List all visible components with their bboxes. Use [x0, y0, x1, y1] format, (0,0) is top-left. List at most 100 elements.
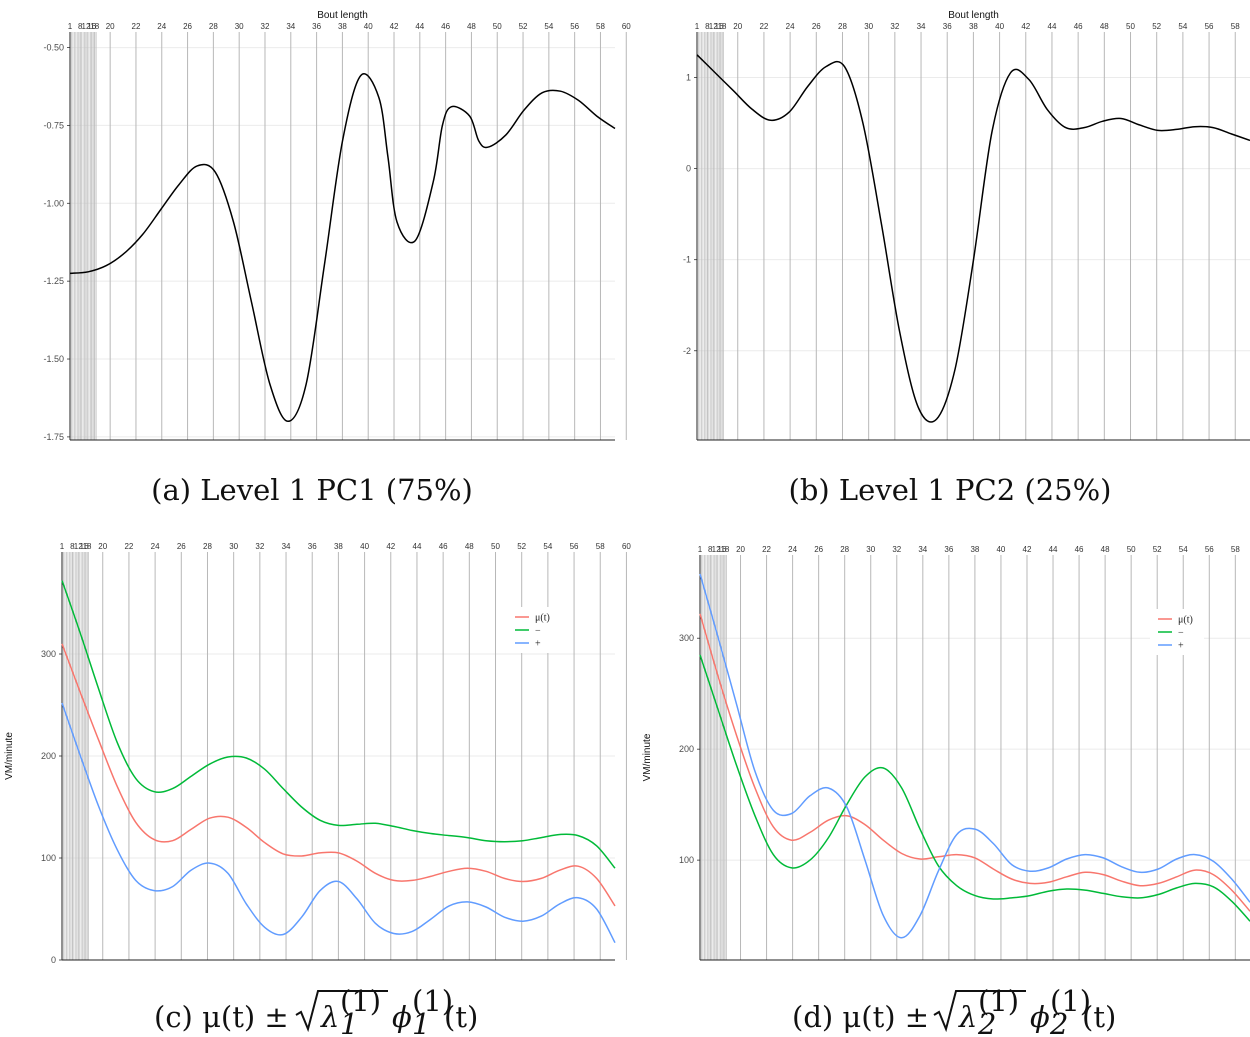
top-tick-label: 58: [596, 22, 605, 31]
legend-label: +: [1178, 641, 1184, 652]
top-tick-label: 40: [996, 545, 1005, 554]
y-tick-label: -2: [683, 346, 691, 356]
top-tick-label: 48: [1101, 545, 1110, 554]
top-tick-label: 46: [1075, 545, 1084, 554]
top-tick-label: 16: [80, 542, 89, 551]
top-tick-label: 54: [1179, 545, 1188, 554]
y-tick-label: -1.75: [43, 432, 64, 442]
series-line-2: [699, 573, 1250, 939]
top-tick-label: 44: [1049, 545, 1058, 554]
top-tick-label: 26: [183, 22, 192, 31]
y-tick-label: -1.00: [43, 198, 64, 208]
top-tick-label: 36: [944, 545, 953, 554]
top-tick-label: 52: [1152, 22, 1161, 31]
top-tick-label: 48: [465, 542, 474, 551]
y-tick-label: 100: [41, 853, 56, 863]
top-tick-label: 54: [544, 22, 553, 31]
panel-caption: (c) μ(t) ± λ 1(1) ϕ 1(1)(t): [154, 984, 478, 1037]
top-tick-label: 18: [720, 545, 729, 554]
top-tick-label: 38: [969, 22, 978, 31]
top-tick-label: 1: [60, 542, 65, 551]
top-tick-label: 1: [68, 22, 73, 31]
top-tick-label: 54: [543, 542, 552, 551]
top-tick-label: 40: [364, 22, 373, 31]
top-tick-label: 22: [124, 542, 133, 551]
top-tick-label: 22: [132, 22, 141, 31]
y-tick-label: 300: [679, 633, 694, 643]
y-tick-label: -1.25: [43, 276, 64, 286]
top-tick-label: 36: [943, 22, 952, 31]
top-tick-label: 30: [864, 22, 873, 31]
top-tick-label: 1: [695, 22, 700, 31]
y-axis-title: VM/minute: [642, 733, 653, 781]
lambda-superscript: (1): [340, 984, 381, 1018]
top-tick-label: 1: [698, 545, 703, 554]
top-tick-label: 20: [106, 22, 115, 31]
top-tick-label: 30: [235, 22, 244, 31]
y-tick-label: 200: [679, 744, 694, 754]
top-tick-label: 44: [413, 542, 422, 551]
legend: μ(t) − +: [507, 607, 561, 653]
top-tick-label: 38: [338, 22, 347, 31]
top-tick-label: 56: [570, 542, 579, 551]
top-tick-label: 60: [622, 542, 631, 551]
legend: μ(t) − +: [1150, 609, 1204, 655]
top-tick-label: 16: [718, 545, 727, 554]
lambda-symbol: λ: [320, 1000, 339, 1034]
legend-label: μ(t): [1178, 615, 1193, 626]
panel-caption: (a) Level 1 PC1 (75%): [151, 473, 473, 507]
top-tick-label: 48: [1100, 22, 1109, 31]
top-tick-label: 8: [708, 545, 713, 554]
top-tick-label: 8: [70, 542, 75, 551]
top-tick-label: 58: [596, 542, 605, 551]
lambda-symbol: λ: [958, 1000, 977, 1034]
top-tick-label: 46: [441, 22, 450, 31]
caption-prefix: (d) μ(t) ±: [792, 1000, 929, 1034]
top-tick-label: 18: [718, 22, 727, 31]
top-tick-label: 50: [491, 542, 500, 551]
top-tick-label: 22: [759, 22, 768, 31]
caption-tail: (t): [444, 1000, 478, 1034]
top-tick-label: 16: [87, 22, 96, 31]
top-tick-label: 18: [83, 542, 92, 551]
series-line-1: [61, 580, 616, 869]
top-tick-label: 34: [286, 22, 295, 31]
y-tick-label: 200: [41, 751, 56, 761]
top-tick-label: 44: [1048, 22, 1057, 31]
series-line-0: [696, 54, 1250, 423]
y-tick-label: 1: [686, 73, 691, 83]
top-tick-label: 32: [890, 22, 899, 31]
top-tick-label: 54: [1178, 22, 1187, 31]
y-tick-label: -1.50: [43, 354, 64, 364]
panel-caption: (d) μ(t) ± λ 2(1) ϕ 2(1)(t): [792, 984, 1116, 1037]
top-tick-label: 36: [312, 22, 321, 31]
y-tick-label: -1: [683, 255, 691, 265]
legend-label: +: [535, 639, 541, 650]
top-tick-label: 60: [622, 22, 631, 31]
top-tick-label: 48: [467, 22, 476, 31]
top-tick-label: 24: [151, 542, 160, 551]
top-tick-label: 12: [709, 22, 718, 31]
top-tick-label: 20: [98, 542, 107, 551]
top-tick-label: 30: [866, 545, 875, 554]
y-tick-label: 300: [41, 649, 56, 659]
top-tick-label: 28: [209, 22, 218, 31]
phi-symbol: ϕ: [1030, 1000, 1050, 1034]
top-tick-label: 12: [82, 22, 91, 31]
top-tick-label: 56: [570, 22, 579, 31]
legend-label: −: [1178, 628, 1184, 639]
top-tick-label: 12: [74, 542, 83, 551]
series-line-0: [69, 73, 616, 423]
series-line-1: [699, 654, 1250, 922]
lambda-subscript: 1: [340, 1007, 358, 1037]
caption-tail: (t): [1082, 1000, 1116, 1034]
top-tick-label: 44: [415, 22, 424, 31]
top-tick-label: 46: [439, 542, 448, 551]
top-tick-label: 50: [1127, 545, 1136, 554]
lambda-subscript: 2: [977, 1007, 996, 1037]
phi-superscript: (1): [1050, 984, 1091, 1018]
